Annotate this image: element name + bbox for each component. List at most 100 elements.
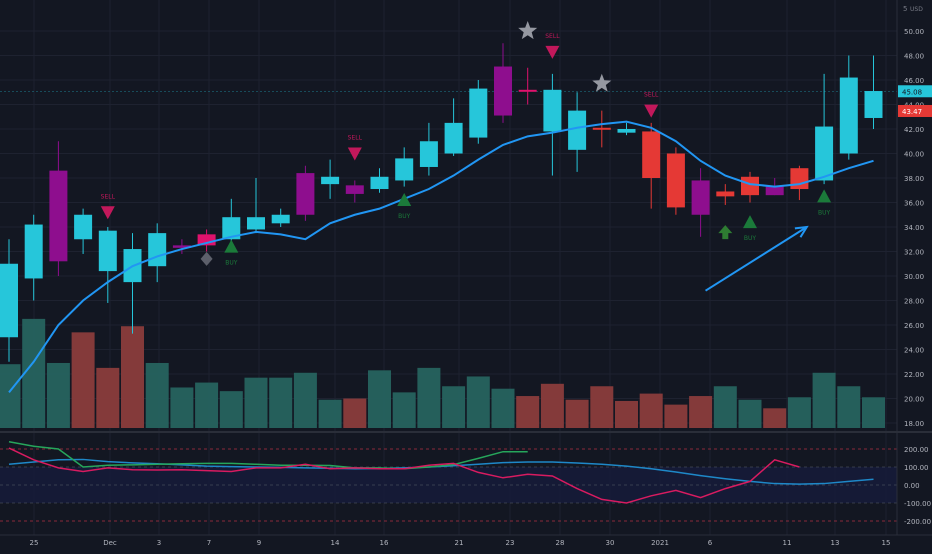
price-tick-label: 50.00 xyxy=(904,28,924,36)
volume-bar xyxy=(812,372,836,428)
candle-body xyxy=(518,89,537,92)
volume-bar xyxy=(343,398,367,428)
candle-body xyxy=(74,214,93,240)
sell-arrow-icon xyxy=(100,206,115,220)
volume-bar xyxy=(96,367,120,428)
candle-body xyxy=(296,173,315,215)
time-tick-label: 15 xyxy=(882,539,891,547)
sell-arrow-icon xyxy=(545,45,560,59)
price-badge-cyan-bg xyxy=(898,85,932,98)
candle-body xyxy=(49,170,68,262)
candle-body xyxy=(741,176,759,196)
time-tick-label: 9 xyxy=(257,539,261,547)
ma-line xyxy=(8,120,874,394)
volume-bar xyxy=(121,326,144,428)
candle-body xyxy=(666,153,685,208)
candle-body xyxy=(370,176,389,190)
diamond-icon xyxy=(200,251,213,266)
sell-label: SELL xyxy=(101,193,116,200)
time-tick-label: 3 xyxy=(157,539,161,547)
price-tick-label: 20.00 xyxy=(904,396,924,404)
volume-bar xyxy=(590,386,614,428)
osc-band xyxy=(0,467,897,503)
candle-body xyxy=(864,91,883,118)
candle-body xyxy=(395,158,414,181)
time-axis: 25 Dec 3 7 9 14 16 21 23 28 30 2021 6 11 13 15 xyxy=(30,539,891,547)
moving-average xyxy=(8,120,874,394)
buy-label: BUY xyxy=(744,235,757,242)
volume-bar xyxy=(170,387,194,428)
candle-body xyxy=(345,185,364,194)
candle-body xyxy=(444,122,463,154)
annotation xyxy=(705,225,809,292)
price-tick-label: 30.00 xyxy=(904,273,924,281)
buy-arrow-icon xyxy=(224,239,239,253)
volume-bar xyxy=(71,332,95,428)
volume-bar xyxy=(318,399,342,428)
sell-label: SELL xyxy=(545,33,560,40)
candle-body xyxy=(222,217,241,240)
time-tick-label: 23 xyxy=(506,539,515,547)
candle-body xyxy=(543,89,562,132)
candle-body xyxy=(839,77,858,154)
price-badge-red-bg xyxy=(898,104,932,117)
volume-bar xyxy=(368,370,391,428)
osc-tick-label: 0.00 xyxy=(904,482,920,490)
price-tick-label: 40.00 xyxy=(904,151,924,159)
osc-tick-label: -100.00 xyxy=(904,500,931,508)
volume-bar xyxy=(615,400,638,428)
buy-label: BUY xyxy=(225,260,238,267)
sell-arrow-icon xyxy=(347,147,362,161)
candle-body xyxy=(197,234,216,246)
buy-arrow-icon xyxy=(817,189,832,203)
buy-label: BUY xyxy=(818,209,831,216)
buy-arrow-icon xyxy=(397,193,412,207)
volume-bar xyxy=(738,399,762,428)
osc-line-red xyxy=(8,447,800,504)
signals: SELL SELL SELL SELL BUY BUY BUY BUY xyxy=(100,21,832,267)
candle-body xyxy=(691,180,710,215)
candle-body xyxy=(494,66,512,116)
time-tick-label: 21 xyxy=(455,539,464,547)
annotation-arrow-head xyxy=(794,225,809,238)
candle-body xyxy=(790,168,809,190)
candle-body xyxy=(247,217,265,230)
candle-body xyxy=(98,230,117,272)
volume-bar xyxy=(565,399,589,428)
volume-bar xyxy=(466,376,490,428)
candle-body xyxy=(321,176,340,185)
price-tick-label: 32.00 xyxy=(904,249,924,257)
candle-body xyxy=(148,233,167,267)
volume-bar xyxy=(244,377,268,428)
time-tick-label: Dec xyxy=(103,539,117,547)
price-tick-label: 18.00 xyxy=(904,420,924,428)
price-tick-label: 46.00 xyxy=(904,77,924,85)
time-tick-label: 11 xyxy=(783,539,792,547)
sell-label: SELL xyxy=(348,135,363,142)
volume-bar xyxy=(46,362,70,428)
candle-body xyxy=(568,110,587,150)
volume-bar xyxy=(417,367,441,428)
star-icon xyxy=(592,73,612,92)
currency-label: USD xyxy=(910,6,923,13)
volume-bar xyxy=(0,364,21,428)
volume-bar xyxy=(713,386,737,428)
candle-body xyxy=(419,141,438,167)
time-tick-label: 28 xyxy=(556,539,565,547)
candle-body xyxy=(24,224,43,279)
time-tick-label: 2021 xyxy=(651,539,669,547)
price-axis: 50.0048.0046.0044.0042.0040.0038.0036.00… xyxy=(896,0,932,535)
time-tick-label: 7 xyxy=(207,539,211,547)
price-tick-label: 36.00 xyxy=(904,200,924,208)
osc-tick-label: 100.00 xyxy=(904,464,929,472)
price-tick-label: 26.00 xyxy=(904,322,924,330)
annotation-arrow-line xyxy=(705,226,808,292)
price-tick-label: 42.00 xyxy=(904,126,924,134)
candle-body xyxy=(469,88,488,138)
volume-bar xyxy=(219,391,243,428)
volume-bars xyxy=(0,318,885,428)
volume-bar xyxy=(689,396,713,428)
price-tick-label: 48.00 xyxy=(904,53,924,61)
time-tick-label: 13 xyxy=(831,539,840,547)
